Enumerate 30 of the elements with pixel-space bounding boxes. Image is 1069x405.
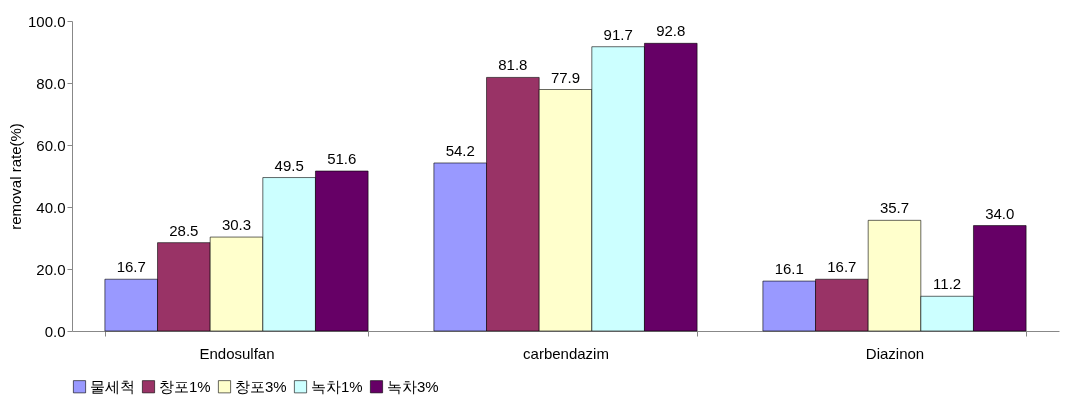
legend-label: 창포1% (159, 377, 211, 395)
data-label: 77.9 (550, 68, 581, 86)
data-label: 16.7 (827, 258, 857, 276)
data-label: 11.2 (933, 275, 962, 293)
data-label: 81.8 (498, 56, 528, 74)
data-label: 16.1 (774, 260, 804, 278)
data-label: 91.7 (603, 25, 633, 43)
data-label: 51.6 (327, 150, 357, 168)
legend-label: 녹차3% (387, 377, 439, 395)
y-tick-label: 20.0 (36, 260, 66, 278)
y-tick-label: 40.0 (36, 198, 66, 216)
y-tick-label: 0.0 (44, 322, 66, 340)
x-tick-label: Diazinon (865, 344, 925, 362)
y-tick-label: 80.0 (36, 74, 66, 92)
data-label: 35.7 (879, 199, 910, 217)
data-label: 34.0 (985, 204, 1015, 222)
y-tick-label: 100.0 (27, 12, 66, 30)
data-label: 30.3 (221, 216, 252, 234)
data-label: 28.5 (169, 221, 199, 239)
y-axis-title: removal rate(%) (6, 123, 24, 230)
data-label: 16.7 (116, 258, 146, 276)
data-label: 49.5 (274, 156, 304, 174)
legend-label: 창포3% (235, 377, 287, 395)
x-tick-label: Endosulfan (199, 344, 275, 362)
data-label: 54.2 (445, 141, 475, 159)
legend-label: 녹차1% (311, 377, 363, 395)
data-label: 92.8 (656, 22, 686, 40)
legend-label: 물세척 (90, 377, 135, 395)
y-tick-label: 60.0 (36, 136, 66, 154)
x-tick-label: carbendazim (523, 344, 609, 362)
